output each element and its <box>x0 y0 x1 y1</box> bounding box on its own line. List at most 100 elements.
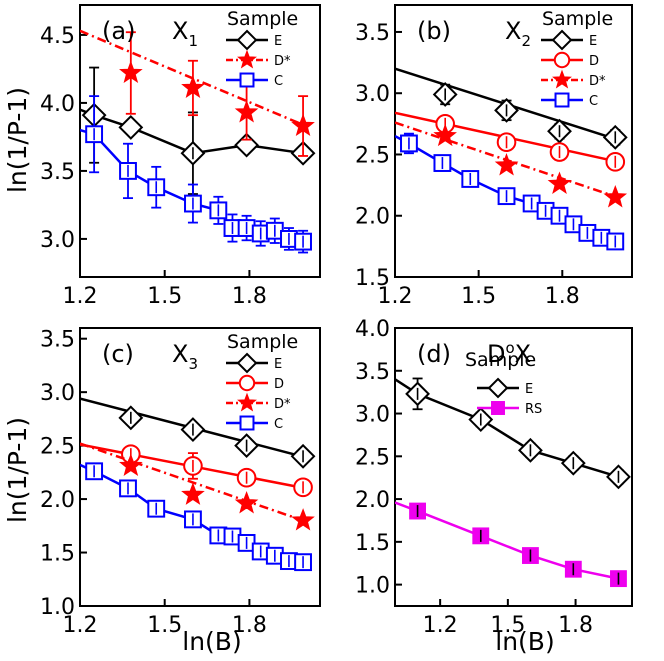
y-tick-label: 2.5 <box>355 143 390 168</box>
title-sub: 2 <box>521 32 531 50</box>
plot-frame <box>79 327 321 607</box>
legend-marker <box>554 92 570 108</box>
y-axis-label-top: ln(1/P-1) <box>3 87 32 193</box>
legend-label: E <box>525 382 533 397</box>
y-tick-label: 1.5 <box>40 542 75 567</box>
series-d <box>80 443 313 498</box>
data-region <box>80 29 316 254</box>
y-tick-label: 4.5 <box>40 24 75 49</box>
legend-label: C <box>274 74 283 89</box>
data-point <box>119 453 143 476</box>
series-e <box>80 66 316 195</box>
panel-tag: (c) <box>102 340 134 368</box>
y-tick-label: 2.0 <box>40 488 75 513</box>
panel-d: 1.2 1.5 1.8 1.0 1.5 2.0 2.5 3.0 3.5 4.0 (d) DoXSamp… <box>355 317 633 638</box>
panel-tag: (a) <box>102 17 135 45</box>
y-tick-label: 3.5 <box>40 328 75 353</box>
legend-label: D* <box>274 54 291 69</box>
legend: Sample E RS <box>465 349 542 417</box>
y-tick-label: 4.0 <box>40 92 75 117</box>
data-point <box>234 132 260 158</box>
legend-item: E <box>226 352 282 374</box>
legend-item: E <box>477 377 533 399</box>
y-tick-label: 1.0 <box>355 574 390 599</box>
legend-item: E <box>541 29 597 51</box>
panel-c: 1.2 1.5 1.81.01.52.02.53.03.5 (c) X3SampleED… <box>40 327 321 638</box>
series-e <box>395 67 628 150</box>
data-point <box>118 114 144 140</box>
y-tick-label: 3.0 <box>355 403 390 428</box>
y-tick-label: 2.0 <box>355 488 390 513</box>
y-tick-label: 1.5 <box>355 266 390 291</box>
legend-label: E <box>589 34 597 49</box>
plot-frame <box>394 4 633 278</box>
legend-marker <box>236 29 258 51</box>
y-tick-label: 2.0 <box>355 205 390 230</box>
data-point <box>494 153 519 176</box>
x-tick-label: 1.5 <box>147 613 182 638</box>
title-sup: o <box>505 339 514 357</box>
legend-marker <box>237 392 257 412</box>
y-tick-label: 3.5 <box>355 360 390 385</box>
data-region <box>395 377 631 588</box>
x-tick-label: 1.2 <box>63 613 98 638</box>
title-main: X <box>172 340 188 368</box>
legend-item: D <box>541 51 599 69</box>
y-tick-label: 3.5 <box>355 21 390 46</box>
plot-frame <box>79 4 321 278</box>
legend-item: C <box>226 72 283 89</box>
title-tail: X <box>515 340 531 368</box>
y-tick-label: 1.0 <box>40 595 75 620</box>
legend-item: D* <box>226 392 291 412</box>
title-sub: 3 <box>188 355 198 373</box>
y-tick-label: 1.5 <box>355 531 390 556</box>
x-tick-label: 1.8 <box>558 613 593 638</box>
x-tick-label: 1.2 <box>63 284 98 309</box>
legend-marker <box>238 374 256 392</box>
panel-title: X2 <box>505 17 531 50</box>
data-region <box>80 397 316 572</box>
panel-tag: (d) <box>417 340 451 368</box>
data-point <box>433 123 457 147</box>
y-tick-label: 4.0 <box>355 317 390 342</box>
legend: Sample ED D* C <box>226 331 298 432</box>
legend-marker <box>553 51 571 69</box>
legend-item: D <box>226 374 284 392</box>
series-line <box>80 442 307 523</box>
x-axis-label-right: ln(B) <box>495 627 554 656</box>
legend-label: C <box>274 417 283 432</box>
data-point <box>603 184 628 208</box>
panel-a: 1.2 1.5 1.8 3.0 3.5 4.0 4.5 (a) X1 Sample E D* C <box>40 4 321 309</box>
data-point <box>291 508 315 531</box>
legend-label: C <box>589 94 598 109</box>
panel-tag: (b) <box>417 17 451 45</box>
legend-label: D <box>274 377 284 392</box>
title-main: D <box>487 340 505 368</box>
series-c <box>395 132 625 251</box>
legend-marker <box>236 352 258 374</box>
legend-title: Sample <box>227 331 298 353</box>
panel-title: X1 <box>172 17 198 50</box>
legend-marker <box>552 69 572 89</box>
legend-item: E <box>226 29 282 51</box>
x-tick-label: 1.2 <box>423 613 458 638</box>
y-tick-label: 2.5 <box>355 445 390 470</box>
x-tick-label: 1.5 <box>461 284 496 309</box>
x-tick-label: 1.5 <box>490 613 525 638</box>
legend-item: C <box>541 92 598 109</box>
legend-item: D* <box>226 49 291 69</box>
x-tick-label: 1.8 <box>232 613 267 638</box>
y-tick-label: 3.0 <box>40 381 75 406</box>
plot-frame <box>394 327 633 607</box>
series-d-star <box>80 442 315 531</box>
data-point <box>547 171 572 194</box>
legend-title: Sample <box>465 349 536 371</box>
x-axis-label-left: ln(B) <box>182 627 241 656</box>
legend-marker <box>239 415 255 431</box>
data-point <box>181 482 205 505</box>
series-d-star <box>80 29 315 157</box>
title-sub: 1 <box>188 32 198 50</box>
legend: Sample E D* C <box>226 8 298 89</box>
y-tick-label: 3.0 <box>40 228 75 253</box>
